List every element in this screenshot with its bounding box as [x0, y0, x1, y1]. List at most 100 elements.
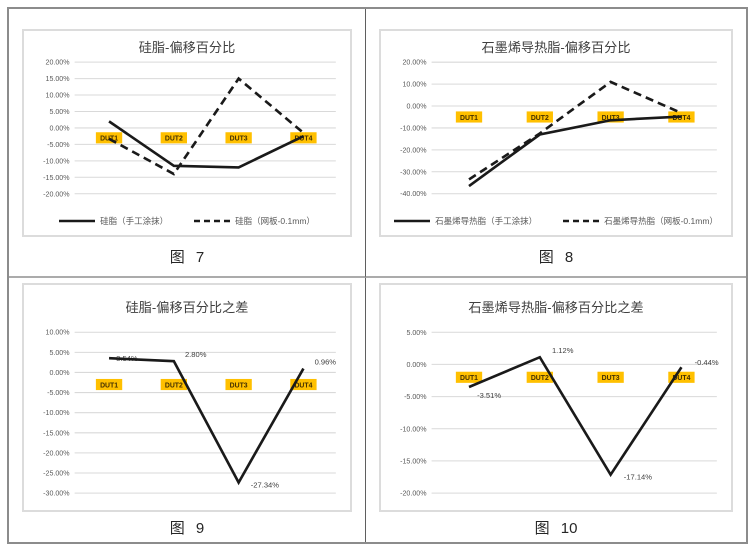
data-label: -17.14% [624, 473, 652, 482]
y-tick-label: -5.00% [47, 389, 70, 397]
chart-silicone-diff: 硅脂-偏移百分比之差 10.00% 5.00% 0.00% -5.00% -10.00% -… [43, 300, 337, 498]
data-label: -3.51% [477, 391, 501, 400]
legend-label: 硅脂（网板-0.1mm） [235, 216, 315, 226]
y-tick-label: -20.00% [400, 490, 427, 498]
y-tick-label: -5.00% [47, 141, 70, 149]
legend-item: 硅脂（手工涂抹） [59, 215, 168, 227]
category-label-bg [455, 371, 483, 383]
data-label: -27.34% [251, 481, 279, 490]
chart-title: 石墨烯导热脂-偏移百分比之差 [468, 300, 643, 315]
legend-label: 石墨烯导热脂（手工涂抹） [435, 216, 538, 226]
chart-graphene-offset: 石墨烯导热脂-偏移百分比 20.00% 10.00% 0.00% -10.00% -20.… [400, 40, 717, 198]
y-tick-label: -15.00% [400, 457, 427, 465]
category-label: DUT2 [531, 115, 549, 122]
chart-graphene-diff: 石墨烯导热脂-偏移百分比之差 5.00% 0.00% -5.00% -10.00% -15… [400, 300, 719, 498]
data-label: -0.44% [695, 358, 719, 367]
category-label-bg [160, 132, 187, 144]
category-label: DUT3 [230, 382, 248, 389]
category-label: DUT3 [602, 375, 620, 382]
chart-title: 硅脂-偏移百分比之差 [126, 300, 249, 315]
chart-panel-silicone-diff: 硅脂-偏移百分比之差 10.00% 5.00% 0.00% -5.00% -10.00% -… [22, 283, 352, 512]
y-tick-label: -10.00% [400, 124, 427, 132]
category-label-bg [455, 111, 483, 123]
legend-item: 石墨烯导热脂（手工涂抹） [394, 215, 537, 227]
legend-line-sample [194, 219, 231, 223]
chart-legend: 硅脂（手工涂抹） 硅脂（网板-0.1mm） [24, 215, 350, 227]
y-tick-label: 0.00% [49, 369, 70, 377]
chart-legend: 石墨烯导热脂（手工涂抹） 石墨烯导热脂（网板-0.1mm） [381, 215, 731, 227]
series-line-solid [468, 115, 682, 188]
y-tick-label: -10.00% [43, 157, 70, 165]
y-tick-label: 10.00% [46, 92, 71, 100]
chart-title: 硅脂-偏移百分比 [139, 40, 235, 55]
y-tick-label: -15.00% [43, 429, 70, 437]
category-label-bg [526, 111, 553, 123]
figure-caption-8: 图 8 [538, 249, 574, 266]
y-tick-label: 20.00% [46, 59, 71, 67]
chart-panel-silicone-offset: 硅脂-偏移百分比 20.00% 15.00% 10.00% 5.00% 0.00% -5.0… [22, 29, 352, 237]
legend-item: 硅脂（网板-0.1mm） [194, 215, 315, 227]
category-label: DUT1 [460, 375, 478, 382]
y-tick-label: -10.00% [400, 425, 427, 433]
y-tick-label: 10.00% [403, 81, 428, 89]
series-line-solid [108, 356, 305, 486]
figure-cell-7: 硅脂-偏移百分比 20.00% 15.00% 10.00% 5.00% 0.00% -5.0… [9, 9, 366, 278]
category-label: DUT2 [531, 375, 549, 382]
figure-caption-7: 图 7 [169, 249, 205, 266]
chart-panel-graphene-diff: 石墨烯导热脂-偏移百分比之差 5.00% 0.00% -5.00% -10.00% -15… [379, 283, 733, 512]
figure-caption-9: 图 9 [169, 519, 205, 537]
series-line-solid [108, 120, 305, 169]
category-label-bg [290, 132, 317, 144]
category-label: DUT4 [294, 382, 312, 389]
category-label-bg [597, 371, 624, 383]
category-label-bg [225, 132, 252, 144]
figure-table: 硅脂-偏移百分比 20.00% 15.00% 10.00% 5.00% 0.00% -5.0… [7, 7, 748, 544]
category-label: DUT1 [460, 115, 478, 122]
category-label: DUT2 [165, 136, 183, 143]
y-tick-label: -25.00% [43, 470, 70, 478]
y-tick-label: -30.00% [400, 168, 427, 176]
category-label-bg [526, 371, 553, 383]
legend-line-sample [394, 219, 431, 223]
legend-label: 石墨烯导热脂（网板-0.1mm） [604, 216, 718, 226]
y-tick-label: 0.00% [406, 103, 427, 111]
category-label-bg [668, 371, 695, 383]
y-tick-label: 20.00% [403, 59, 428, 67]
figure-cell-9: 硅脂-偏移百分比之差 10.00% 5.00% 0.00% -5.00% -10.00% -… [9, 278, 366, 542]
category-label: DUT4 [672, 375, 690, 382]
series-line-dashed [468, 80, 682, 181]
category-label: DUT3 [602, 115, 620, 122]
category-label-bg [597, 111, 624, 123]
category-label-bg [95, 378, 123, 391]
y-tick-label: -20.00% [43, 449, 70, 457]
y-tick-label: -5.00% [404, 393, 427, 401]
y-tick-label: 0.00% [49, 124, 70, 132]
data-label: 2.80% [185, 350, 207, 359]
category-label: DUT4 [672, 115, 690, 122]
data-label: 0.96% [315, 358, 337, 367]
category-label: DUT4 [294, 136, 312, 143]
chart-silicone-offset: 硅脂-偏移百分比 20.00% 15.00% 10.00% 5.00% 0.00% -5.0… [43, 40, 336, 198]
category-label-bg [160, 378, 187, 391]
chart-title: 石墨烯导热脂-偏移百分比 [482, 40, 631, 55]
series-line-solid [468, 355, 683, 478]
category-label: DUT2 [165, 382, 183, 389]
series-line-dashed [108, 76, 305, 176]
legend-label: 硅脂（手工涂抹） [100, 216, 169, 226]
y-tick-label: -20.00% [400, 146, 427, 154]
category-label-bg [95, 132, 123, 144]
chart-panel-graphene-offset: 石墨烯导热脂-偏移百分比 20.00% 10.00% 0.00% -10.00% -20.… [379, 29, 733, 237]
figure-cell-10: 石墨烯导热脂-偏移百分比之差 5.00% 0.00% -5.00% -10.00% -15… [366, 278, 746, 542]
y-tick-label: -40.00% [400, 190, 427, 198]
figure-caption-10: 图 10 [534, 519, 578, 537]
figure-cell-8: 石墨烯导热脂-偏移百分比 20.00% 10.00% 0.00% -10.00% -20.… [366, 9, 746, 278]
legend-line-sample [59, 219, 96, 223]
category-label: DUT1 [100, 382, 118, 389]
y-tick-label: -30.00% [43, 490, 70, 498]
y-tick-label: 10.00% [46, 329, 71, 337]
legend-item: 石墨烯导热脂（网板-0.1mm） [563, 215, 718, 227]
y-tick-label: 15.00% [46, 75, 71, 83]
y-tick-label: -20.00% [43, 190, 70, 198]
y-tick-label: 0.00% [406, 361, 427, 369]
